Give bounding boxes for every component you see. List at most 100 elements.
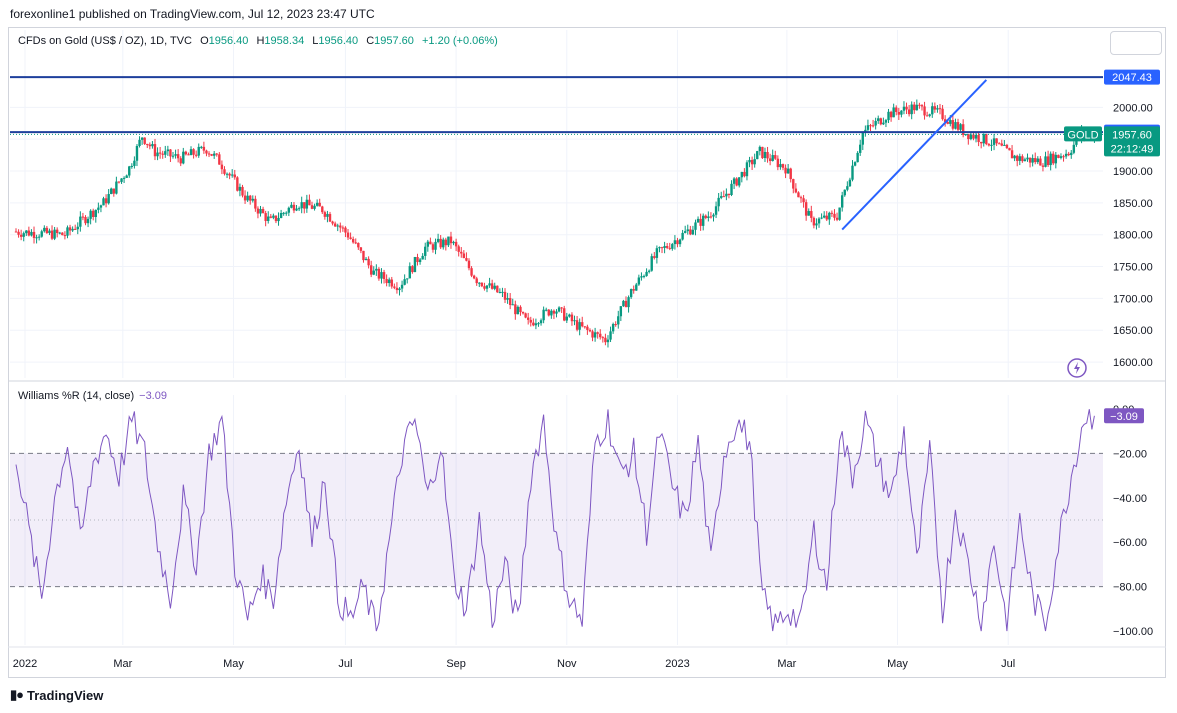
candle-body	[418, 259, 422, 263]
candle-body	[776, 158, 780, 168]
hline-price-label[interactable]: 2047.43	[1104, 69, 1160, 85]
candle-body	[879, 118, 882, 125]
williams-line[interactable]	[15, 409, 1095, 632]
candle-body	[411, 266, 414, 273]
candle-body	[442, 239, 445, 248]
candle-body	[439, 238, 442, 248]
candle-body	[328, 213, 332, 222]
candle-body	[326, 213, 329, 217]
gold-symbol-label[interactable]: GOLD	[1064, 126, 1102, 142]
last-price-label[interactable]: 1957.60 22:12:49	[1104, 126, 1160, 157]
candle-body	[287, 207, 291, 213]
horizontal-lines	[10, 76, 1103, 135]
candle-body	[333, 223, 337, 227]
candle-body	[835, 217, 839, 220]
brand-name: TradingView	[27, 687, 104, 703]
candle-body	[498, 292, 502, 294]
indicator-tick-label: −100.00	[1113, 626, 1153, 638]
candle-body	[779, 164, 782, 168]
williams-last-label-bg	[1104, 408, 1144, 424]
candle-body	[596, 332, 599, 334]
candle-body	[830, 212, 834, 214]
candle-body	[843, 189, 846, 196]
candle-body	[205, 150, 208, 154]
candle-body	[508, 298, 512, 305]
candle-body	[678, 239, 682, 245]
indicator-title[interactable]: Williams %R (14, close)	[18, 390, 135, 402]
candle-body	[792, 179, 795, 189]
candle-body	[833, 213, 836, 218]
candle-body	[125, 175, 128, 178]
candle-body	[714, 206, 718, 215]
candle-body	[936, 108, 939, 110]
candle-body	[460, 251, 463, 254]
candle-body	[71, 228, 74, 231]
candle-body	[838, 207, 841, 220]
trendline[interactable]	[841, 79, 988, 231]
candle-body	[267, 216, 270, 221]
candle-body	[393, 286, 396, 288]
candle-body	[295, 208, 298, 211]
candle-body	[846, 186, 849, 190]
candle-body	[789, 168, 792, 180]
candle-body	[1044, 156, 1047, 167]
candle-body	[66, 227, 69, 236]
candle-body	[231, 174, 234, 176]
candle-body	[768, 158, 772, 162]
candle-body	[959, 124, 962, 130]
candle-body	[887, 111, 890, 121]
candle-body	[956, 122, 960, 130]
candle-body	[732, 178, 736, 184]
alert-icon[interactable]	[1067, 358, 1087, 378]
candle-body	[1013, 155, 1016, 159]
low-label: L	[312, 35, 319, 47]
candle-body	[184, 151, 188, 155]
candle-body	[691, 229, 695, 235]
candle-body	[200, 146, 203, 148]
candle-body	[158, 152, 162, 154]
time-tick-label: Mar	[113, 658, 132, 670]
candle-body	[611, 324, 615, 332]
candle-body	[897, 112, 901, 115]
candle-body	[671, 244, 674, 249]
candle-body	[1010, 150, 1014, 159]
candle-body	[647, 270, 651, 272]
candle-body	[931, 106, 934, 115]
candle-body	[138, 139, 141, 146]
candlestick-series	[14, 99, 1096, 348]
candle-body	[557, 307, 561, 312]
chart-frame	[8, 27, 1166, 678]
candle-body	[781, 164, 785, 168]
candle-body	[447, 236, 450, 246]
candle-body	[1026, 157, 1029, 160]
candle-body	[745, 162, 749, 177]
publish-info: forexonline1 published on TradingView.co…	[10, 7, 375, 21]
candle-body	[915, 104, 919, 111]
footer-brand[interactable]: ▮● TradingView	[10, 687, 103, 703]
candle-body	[115, 181, 118, 194]
candle-body	[110, 188, 113, 195]
candle-body	[50, 230, 54, 239]
hline-price-label-text: 2047.43	[1112, 72, 1152, 84]
candle-body	[94, 209, 97, 217]
indicator-tick-label: −20.00	[1113, 448, 1147, 460]
high-value: 1958.34	[264, 35, 305, 47]
candle-body	[555, 311, 558, 314]
candle-body	[1057, 154, 1060, 158]
candle-body	[444, 239, 448, 246]
symbol-title[interactable]: CFDs on Gold (US$ / OZ), 1D, TVC	[18, 35, 193, 47]
williams-last-label[interactable]: −3.09	[1104, 408, 1144, 424]
candle-body	[550, 310, 553, 316]
candle-body	[359, 247, 363, 251]
candle-body	[97, 207, 100, 210]
candle-body	[938, 108, 942, 110]
candle-body	[282, 212, 285, 214]
candle-body	[820, 217, 823, 219]
candle-body	[1041, 165, 1045, 167]
candle-body	[668, 247, 671, 249]
candle-body	[277, 217, 280, 222]
candle-body	[807, 211, 810, 216]
candle-body	[279, 213, 283, 218]
chart-settings-box[interactable]	[1110, 31, 1162, 55]
